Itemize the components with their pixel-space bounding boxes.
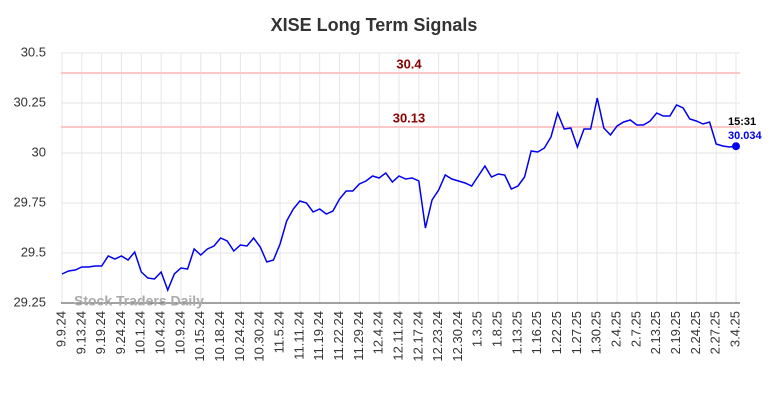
signal-label: 30.4	[396, 56, 422, 71]
y-tick-label: 30.5	[21, 44, 46, 59]
x-tick-label: 1.27.25	[569, 311, 584, 354]
x-tick-label: 2.19.25	[668, 311, 683, 354]
x-tick-label: 1.3.25	[470, 311, 485, 347]
signal-label: 30.13	[393, 110, 426, 125]
x-tick-label: 11.11.24	[291, 311, 306, 360]
x-tick-label: 10.15.24	[192, 311, 207, 362]
x-tick-label: 2.4.25	[608, 311, 623, 347]
y-tick-label: 29.5	[21, 244, 46, 259]
x-tick-label: 12.17.24	[410, 311, 425, 362]
x-tick-label: 1.16.25	[529, 311, 544, 354]
price-line	[61, 97, 737, 293]
x-tick-label: 12.23.24	[430, 311, 445, 362]
x-tick-label: 10.1.24	[133, 311, 148, 354]
x-tick-label: 1.30.25	[589, 311, 604, 354]
x-tick-label: 11.5.24	[271, 311, 286, 353]
last-value: 30.034	[728, 130, 763, 142]
x-tick-label: 10.24.24	[232, 311, 247, 362]
x-tick-label: 9.19.24	[93, 311, 108, 354]
last-point	[732, 142, 740, 151]
x-tick-label: 2.13.25	[648, 311, 663, 354]
x-tick-label: 9.9.24	[53, 311, 68, 347]
x-tick-label: 10.18.24	[212, 311, 227, 362]
x-tick-label: 1.8.25	[490, 311, 505, 347]
x-tick-label: 10.9.24	[172, 311, 187, 354]
y-tick-label: 29.75	[13, 194, 46, 209]
x-tick-label: 11.29.24	[351, 311, 366, 361]
y-tick-label: 30.25	[13, 94, 46, 109]
x-tick-label: 12.4.24	[371, 311, 386, 354]
x-tick-label: 2.27.25	[708, 311, 723, 354]
watermark: Stock Traders Daily	[74, 293, 204, 309]
x-tick-label: 11.19.24	[311, 311, 326, 361]
x-tick-label: 12.11.24	[390, 311, 405, 361]
x-tick-label: 9.24.24	[113, 311, 128, 354]
chart-title: XISE Long Term Signals	[271, 15, 478, 35]
x-tick-label: 2.24.25	[688, 311, 703, 354]
x-tick-label: 2.7.25	[628, 311, 643, 347]
x-tick-label: 10.30.24	[252, 311, 267, 362]
x-tick-label: 12.30.24	[450, 311, 465, 362]
y-tick-label: 29.25	[13, 294, 46, 309]
x-tick-label: 3.4.25	[727, 311, 742, 347]
x-tick-label: 9.13.24	[73, 311, 88, 354]
x-tick-label: 1.13.25	[509, 311, 524, 354]
y-tick-label: 30	[32, 144, 46, 159]
x-tick-label: 11.22.24	[331, 311, 346, 361]
last-time: 15:31	[728, 116, 756, 128]
x-tick-label: 1.22.25	[549, 311, 564, 354]
x-tick-label: 10.4.24	[153, 311, 168, 354]
